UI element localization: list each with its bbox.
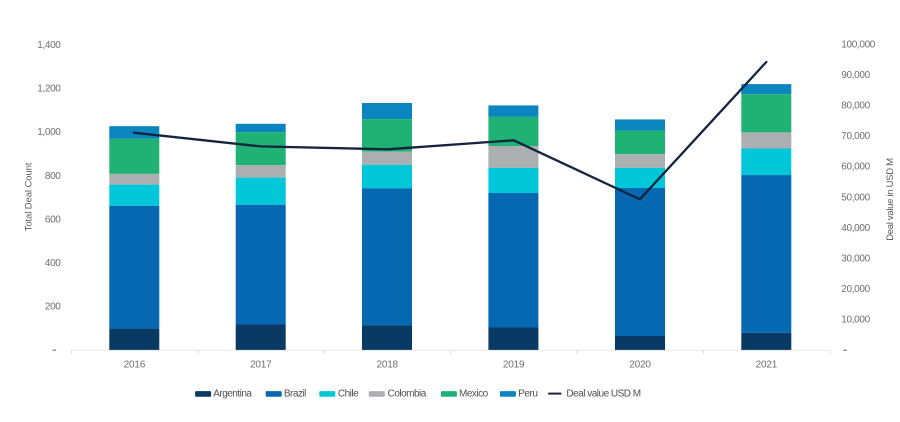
svg-text:2017: 2017: [250, 359, 272, 370]
svg-text:Mexico: Mexico: [459, 389, 489, 400]
svg-text:2016: 2016: [124, 359, 146, 370]
svg-text:10,000: 10,000: [841, 315, 870, 326]
svg-text:1,000: 1,000: [37, 127, 61, 138]
svg-text:200: 200: [45, 302, 61, 313]
svg-text:Colombia: Colombia: [388, 389, 427, 400]
svg-text:40,000: 40,000: [841, 223, 870, 234]
svg-text:Argentina: Argentina: [213, 389, 252, 400]
svg-text:1,200: 1,200: [37, 84, 61, 95]
svg-text:80,000: 80,000: [841, 101, 870, 112]
svg-text:Deal value in USD M: Deal value in USD M: [885, 158, 896, 241]
svg-text:2019: 2019: [503, 359, 525, 370]
svg-text:70,000: 70,000: [841, 131, 870, 142]
svg-text:100,000: 100,000: [841, 40, 875, 51]
svg-text:30,000: 30,000: [841, 253, 870, 264]
svg-text:Peru: Peru: [518, 389, 537, 400]
svg-text:90,000: 90,000: [841, 70, 870, 81]
svg-text:Chile: Chile: [338, 389, 359, 400]
svg-text:1,400: 1,400: [37, 40, 61, 51]
svg-text:2021: 2021: [756, 359, 778, 370]
svg-text:Total Deal Count: Total Deal Count: [24, 162, 35, 231]
svg-text:50,000: 50,000: [841, 192, 870, 203]
svg-text:60,000: 60,000: [841, 162, 870, 173]
svg-text:Brazil: Brazil: [284, 389, 306, 400]
svg-text:2018: 2018: [376, 359, 398, 370]
svg-text:600: 600: [45, 214, 61, 225]
svg-text:Deal value USD M: Deal value USD M: [566, 389, 640, 400]
svg-text:2020: 2020: [629, 359, 651, 370]
svg-text:800: 800: [45, 171, 61, 182]
svg-text:20,000: 20,000: [841, 284, 870, 295]
svg-text:400: 400: [45, 258, 61, 269]
